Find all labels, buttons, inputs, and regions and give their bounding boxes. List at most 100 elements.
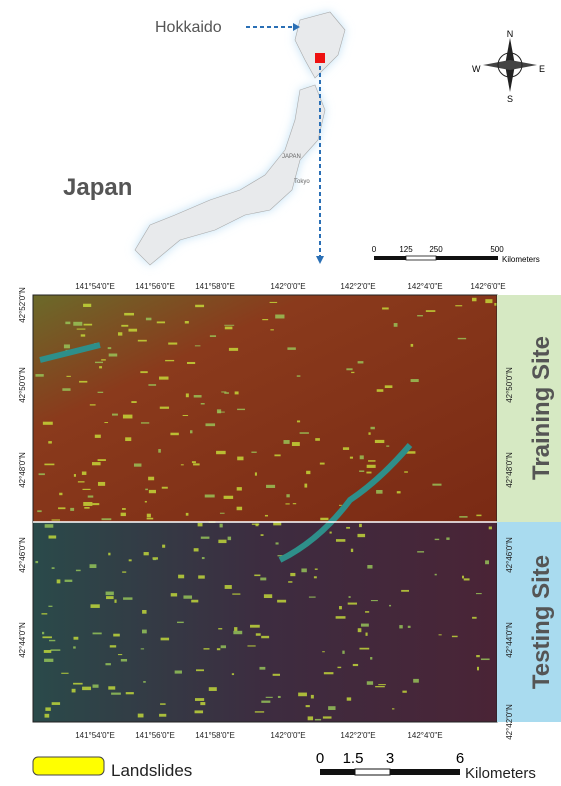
landslide-patch <box>476 593 482 594</box>
landslide-patch <box>183 415 188 416</box>
landslide-patch <box>401 590 409 592</box>
landslide-patch <box>195 710 204 713</box>
landslide-patch <box>485 299 492 303</box>
landslide-patch <box>265 515 268 517</box>
city-label: Tokyo <box>294 179 310 185</box>
landslide-patch <box>43 422 53 425</box>
landslide-patch <box>74 474 76 477</box>
landslide-patch <box>360 455 364 459</box>
landslide-patch <box>48 606 52 607</box>
landslide-patch <box>259 667 265 670</box>
compass-n: N <box>507 29 514 39</box>
landslide-patch <box>328 706 335 710</box>
inset-scale-bar: Kilometers <box>374 255 540 264</box>
landslide-patch <box>192 461 196 463</box>
landslide-patch <box>90 404 96 405</box>
landslide-patch <box>368 460 375 462</box>
landslide-patch <box>254 575 260 577</box>
landslide-patch <box>165 360 174 361</box>
landslide-patch <box>52 519 60 520</box>
landslide-patch <box>353 664 358 666</box>
landslide-patch <box>124 313 134 316</box>
landslide-patch <box>142 610 146 614</box>
landslide-patch <box>109 354 118 357</box>
landslide-patch <box>224 392 229 394</box>
landslide-patch <box>315 569 318 570</box>
landslide-patch <box>402 691 406 693</box>
landslide-patch <box>255 523 258 526</box>
landslide-patch <box>247 645 255 646</box>
landslide-patch <box>264 594 272 598</box>
landslide-patch <box>83 502 92 506</box>
scale-label: 0 <box>316 750 324 767</box>
landslide-patch <box>148 384 156 386</box>
landslide-patch <box>72 689 76 693</box>
landslide-patch <box>129 559 132 561</box>
landslide-patch <box>108 686 115 689</box>
landslide-patch <box>320 463 325 465</box>
landslide-patch <box>48 441 52 443</box>
testing-site-label: Testing Site <box>528 555 555 689</box>
landslide-patch <box>339 505 342 506</box>
landslide-patch <box>62 388 70 391</box>
landslide-patch <box>218 540 226 543</box>
landslide-patch <box>315 438 320 441</box>
landslide-patch <box>99 366 102 368</box>
landslide-patch <box>343 447 349 450</box>
landslide-patch <box>121 513 126 516</box>
landslide-patch <box>275 315 284 319</box>
landslide-patch <box>157 321 165 323</box>
landslide-patch <box>292 442 300 446</box>
landslide-patch <box>358 361 364 363</box>
landslide-patch <box>123 597 132 599</box>
landslide-patch <box>385 385 393 388</box>
landslide-patch <box>106 592 114 596</box>
landslide-patch <box>76 570 81 571</box>
figure: Hokkaido Japan JAPAN Tokyo N E S W Kilom… <box>0 0 561 781</box>
landslide-patch <box>64 344 70 348</box>
landslide-patch <box>365 611 369 613</box>
landslide-patch <box>92 503 99 505</box>
landslide-patch <box>183 595 192 598</box>
landslide-patch <box>322 651 325 652</box>
landslide-patch <box>39 473 45 475</box>
right-tick-label: 42°46'0"N <box>505 537 514 573</box>
top-tick-label: 142°0'0"E <box>270 282 305 291</box>
landslide-patch <box>216 451 226 454</box>
landslide-patch <box>51 649 61 651</box>
landslide-patch <box>82 472 86 475</box>
landslide-patch <box>111 693 121 695</box>
left-tick-label: 42°48'0"N <box>18 452 27 488</box>
landslide-patch <box>49 640 55 641</box>
top-tick-label: 141°56'0"E <box>135 282 175 291</box>
landslide-patch <box>408 626 411 628</box>
landslide-patch <box>235 391 239 394</box>
landslide-patch <box>191 600 198 603</box>
landslide-patch <box>181 464 184 465</box>
left-tick-label: 42°50'0"N <box>18 367 27 403</box>
landslide-patch <box>210 335 216 337</box>
landslide-patch <box>45 714 50 718</box>
landslide-patch <box>49 535 57 538</box>
landslide-patch <box>195 305 204 307</box>
landslide-patch <box>159 377 168 380</box>
landslide-patch <box>349 596 351 598</box>
landslide-patch <box>147 518 154 520</box>
landslide-patch <box>65 580 73 582</box>
bottom-tick-label: 141°56'0"E <box>135 731 175 740</box>
landslide-patch <box>311 695 314 699</box>
landslide-patch <box>489 527 492 530</box>
landslide-patch <box>134 463 141 466</box>
landslide-patch <box>266 485 275 488</box>
landslide-patch <box>297 420 300 422</box>
landslide-patch <box>65 322 70 325</box>
landslide-patch <box>432 484 441 486</box>
landslide-patch <box>370 657 372 660</box>
landslide-patch <box>285 503 289 504</box>
landslide-patch <box>320 518 328 520</box>
landslide-patch <box>144 552 149 555</box>
landslide-patch <box>118 332 122 335</box>
top-tick-label: 142°4'0"E <box>407 282 442 291</box>
scale-unit: Kilometers <box>502 255 540 264</box>
landslide-patch <box>193 463 200 465</box>
